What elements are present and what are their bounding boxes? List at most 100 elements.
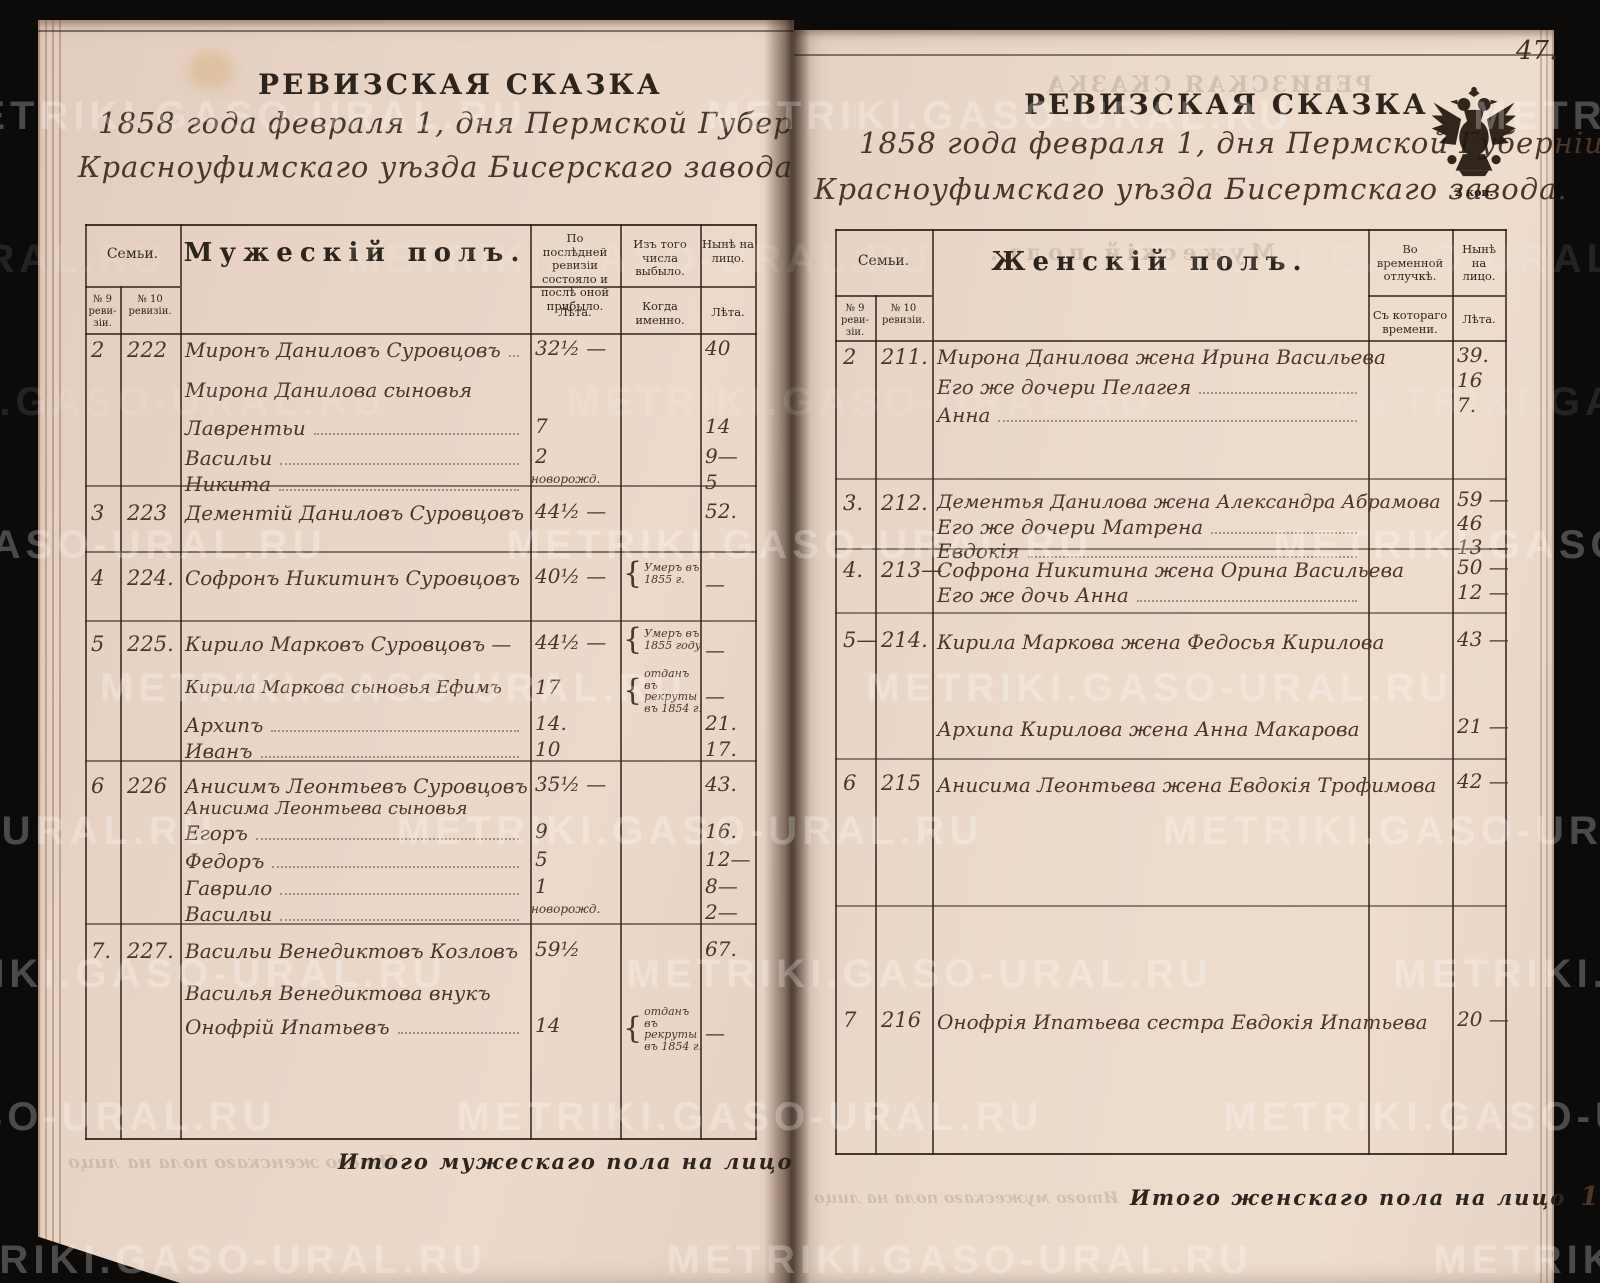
dotted-leader — [1027, 556, 1357, 558]
age-now: 40 — [705, 336, 731, 360]
family-separator — [835, 478, 1507, 480]
col-header-male-sex: Мужескій полъ. — [183, 238, 527, 268]
age-now: 16 — [1457, 368, 1483, 392]
col-header-present: Нынѣ на лицо. — [702, 237, 754, 265]
record-row: Никита — [185, 472, 525, 496]
departure-note: Умеръ въ 1855 году — [623, 624, 703, 656]
family-separator — [85, 485, 757, 487]
page-top-rule — [38, 30, 794, 32]
age-now: 8— — [705, 874, 738, 898]
female-total-value: 12— — [1580, 1182, 1600, 1212]
age-last-revision: 44½ — — [535, 499, 607, 523]
page-title: РЕВИЗСКАЯ СКАЗКА — [1024, 88, 1429, 121]
person-name: Мирона Данилова жена Ирина Васильева — [937, 345, 1386, 369]
table-top-rule — [85, 224, 757, 226]
page-top-rule — [794, 54, 1554, 56]
age-last-revision: 59½ — [535, 937, 580, 961]
age-last-revision: 35½ — — [535, 772, 607, 796]
rev10-number: 216 — [881, 1008, 922, 1032]
age-now: 46 — [1457, 511, 1483, 535]
person-name: Кирило Марковъ Суровцовъ — — [185, 632, 512, 656]
age-last-revision: 5 — [535, 847, 548, 871]
col-header-last-revision: По послѣдней ревизіи состояло и послѣ он… — [540, 231, 610, 313]
person-name: Архипа Кирилова жена Анна Макарова — [937, 717, 1360, 741]
dotted-leader — [272, 866, 519, 868]
departure-note: Умеръ въ 1855 г. — [623, 558, 703, 590]
person-name: Анисимъ Леонтьевъ Суровцовъ — [185, 774, 528, 798]
grid-line — [85, 333, 757, 335]
age-now: 16. — [705, 819, 737, 843]
age-now: 67. — [705, 937, 737, 961]
dotted-leader — [508, 355, 519, 357]
age-now: 17. — [705, 737, 737, 761]
age-last-revision: 7 — [535, 414, 548, 438]
record-row: Его же дочери Пелагея — [937, 375, 1363, 399]
age-now: 59 — — [1457, 487, 1509, 511]
rev9-number: 6 — [91, 774, 105, 798]
family-separator — [835, 758, 1507, 760]
record-row: Архипа Кирилова жена Анна Макарова — [937, 717, 1363, 741]
age-now: 43 — — [1457, 627, 1509, 651]
col-header-family: Семьи. — [857, 253, 910, 269]
date-line: 1858 года февраля 1, дня Пермской Губерн… — [98, 106, 843, 140]
rev10-number: 214. — [881, 628, 928, 652]
grid-line — [85, 224, 87, 1140]
person-name: Никита — [185, 472, 272, 496]
person-name: Евдокія — [937, 539, 1020, 563]
grid-line — [530, 286, 755, 288]
grid-line — [620, 224, 622, 1140]
grid-line — [1505, 229, 1507, 1155]
stamp-value: 2 коп. — [1454, 186, 1494, 199]
person-name: Архипъ — [185, 713, 264, 737]
family-separator — [835, 548, 1507, 550]
person-name: Дементій Даниловъ Суровцовъ — [185, 501, 524, 525]
person-name: Миронъ Даниловъ Суровцовъ — [185, 338, 501, 362]
dotted-leader — [313, 433, 519, 435]
person-name: Онофрія Ипатьева сестра Евдокія Ипатьева — [937, 1010, 1428, 1034]
dotted-leader — [1199, 392, 1357, 394]
age-last-revision: 44½ — — [535, 630, 607, 654]
rev9-number: 4. — [843, 558, 864, 582]
person-name: Гаврило — [185, 876, 273, 900]
dotted-leader — [271, 730, 519, 732]
person-name: Его же дочери Пелагея — [937, 375, 1192, 399]
grid-line — [180, 224, 182, 1140]
record-row: Онофрія Ипатьева сестра Евдокія Ипатьева — [937, 1010, 1428, 1034]
record-row: Онофрій Ипатьевъ — [185, 1015, 525, 1039]
rev10-number: 226 — [127, 774, 168, 798]
record-row: Мирона Данилова жена Ирина Васильева — [937, 345, 1386, 369]
person-name: Анисима Леонтьева жена Евдокія Трофимова — [937, 773, 1437, 797]
person-name: Лаврентьи — [185, 416, 306, 440]
female-table: Семьи. Женскій полъ. Во временной отлучк… — [835, 225, 1509, 1155]
place-line: Красноуфимскаго уѣзда Бисертскаго завода… — [814, 172, 1568, 206]
person-name: Мирона Данилова сыновья — [185, 378, 473, 402]
record-row: Его же дочь Анна — [937, 583, 1363, 607]
grid-line — [835, 295, 932, 297]
page-title: РЕВИЗСКАЯ СКАЗКА — [258, 68, 663, 101]
record-row: Лаврентьи — [185, 416, 525, 440]
record-row: Евдокія — [937, 539, 1363, 563]
age-now: — — [705, 638, 725, 662]
dotted-leader — [279, 489, 519, 491]
record-row: Миронъ Даниловъ Суровцовъ — [185, 338, 525, 362]
rev9-number: 3. — [843, 491, 864, 515]
dotted-leader — [280, 893, 519, 895]
grid-line — [875, 295, 877, 1155]
age-now: 39. — [1457, 343, 1489, 367]
col-header-rev9: № 9 реви­зіи. — [840, 303, 869, 338]
grid-line — [1368, 295, 1505, 297]
place-line: Красноуфимскаго уѣзда Бисерскаго завода. — [78, 150, 804, 184]
grid-line — [932, 229, 934, 1155]
grid-line — [1368, 229, 1370, 1155]
age-last-revision: 32½ — — [535, 336, 607, 360]
age-now: — — [705, 684, 725, 708]
record-row: Мирона Данилова сыновья — [185, 378, 525, 402]
age-now: 13 — — [1457, 535, 1509, 559]
revenue-stamp: 2 коп. — [1424, 82, 1524, 199]
rev10-number: 222 — [127, 338, 168, 362]
dotted-leader — [280, 463, 519, 465]
age-now: — — [705, 1021, 725, 1045]
grid-line — [835, 340, 1507, 342]
dotted-leader — [1136, 600, 1357, 602]
